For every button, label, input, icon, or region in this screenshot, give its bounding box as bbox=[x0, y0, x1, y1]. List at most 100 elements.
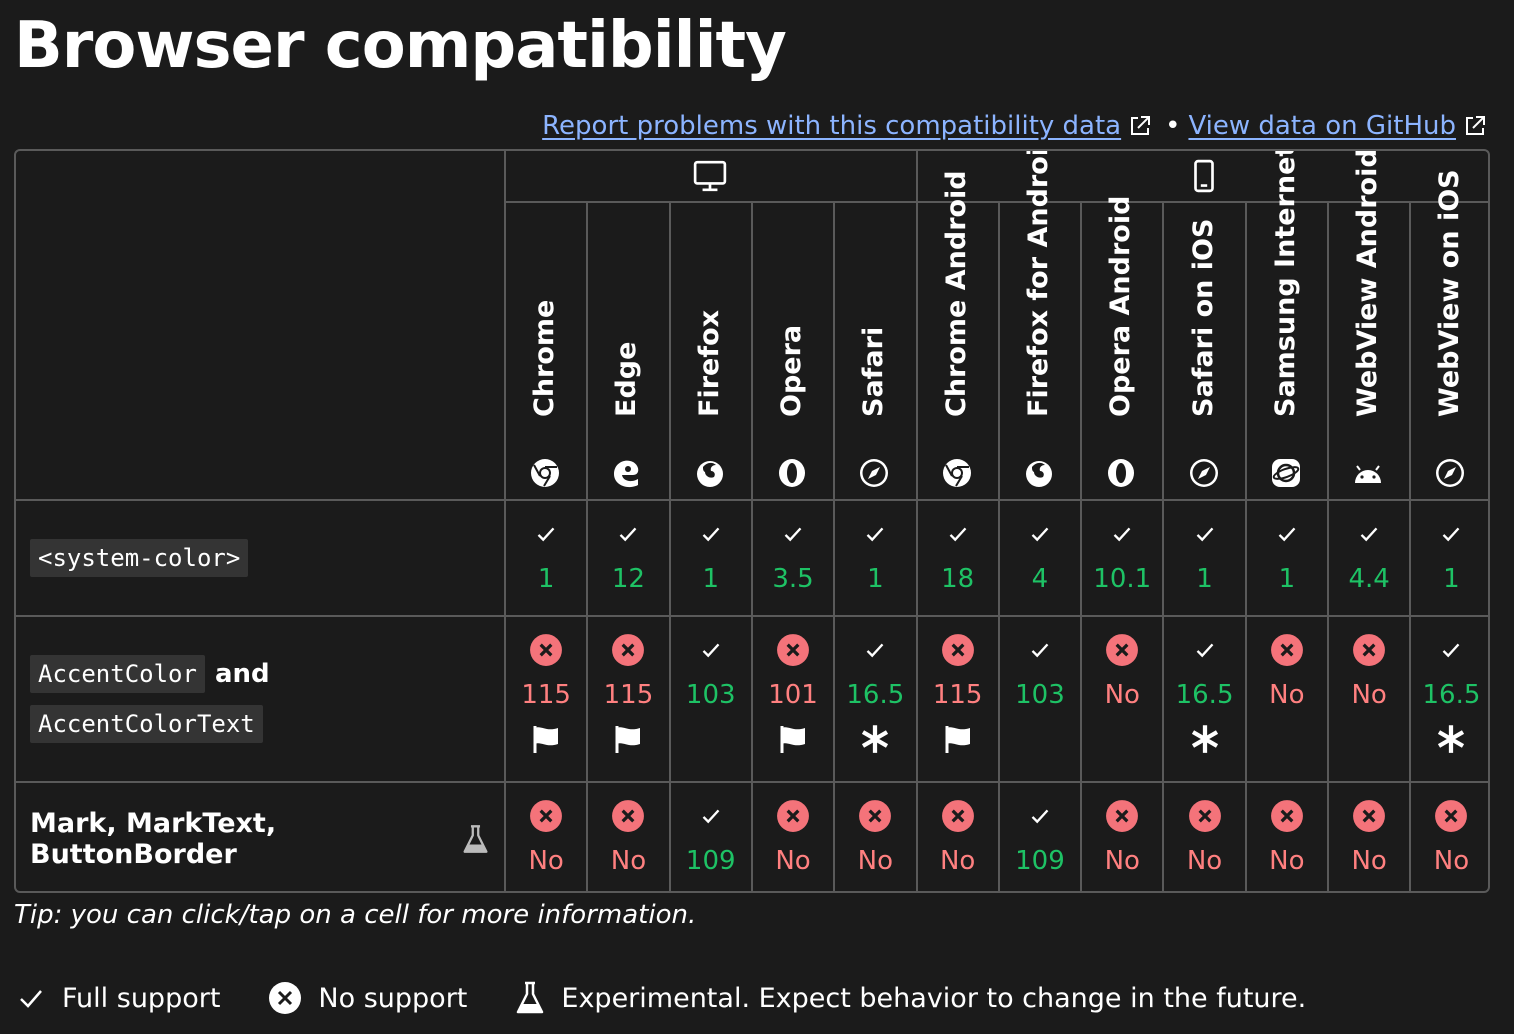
version-label: No bbox=[939, 846, 976, 876]
support-mark bbox=[1188, 800, 1222, 832]
support-cell[interactable]: 1 bbox=[835, 519, 915, 597]
no-support-icon bbox=[1353, 800, 1386, 832]
support-cell[interactable]: No bbox=[1164, 800, 1244, 879]
support-cell[interactable]: 115 bbox=[588, 634, 668, 759]
check-icon bbox=[1278, 527, 1296, 542]
opera-icon bbox=[779, 459, 806, 487]
support-cell[interactable]: No bbox=[588, 800, 668, 879]
browser-header: Edge bbox=[586, 203, 668, 499]
feature-label: Mark, MarkText, ButtonBorder bbox=[30, 808, 277, 870]
support-cell[interactable]: No bbox=[835, 800, 915, 879]
support-cell[interactable]: 10.1 bbox=[1082, 519, 1162, 597]
support-cell[interactable]: 1 bbox=[1411, 519, 1488, 597]
version-label: 109 bbox=[1015, 846, 1065, 876]
version-label: 18 bbox=[941, 564, 975, 594]
browser-name: Firefox for Android bbox=[1022, 149, 1054, 417]
version-label: No bbox=[1104, 846, 1140, 876]
support-mark bbox=[611, 800, 645, 832]
support-cell[interactable]: No bbox=[1411, 800, 1488, 879]
support-cell[interactable]: No bbox=[1082, 634, 1162, 713]
support-mark bbox=[611, 634, 645, 666]
support-cell[interactable]: 12 bbox=[588, 519, 668, 597]
support-cell[interactable]: 1 bbox=[1164, 519, 1244, 597]
row-divider bbox=[504, 201, 1488, 203]
support-mark bbox=[1025, 801, 1055, 831]
support-cell[interactable]: 109 bbox=[1000, 801, 1080, 879]
check-icon bbox=[702, 527, 720, 542]
support-mark bbox=[1354, 519, 1384, 549]
support-mark bbox=[1436, 519, 1466, 549]
column-divider bbox=[1409, 201, 1412, 891]
version-label: No bbox=[775, 846, 811, 876]
support-mark bbox=[529, 634, 563, 666]
note-indicator bbox=[858, 719, 892, 759]
flag-icon bbox=[780, 726, 806, 753]
browser-header: Opera bbox=[751, 203, 833, 499]
no-support-icon bbox=[1106, 800, 1139, 832]
support-cell[interactable]: No bbox=[1082, 800, 1162, 879]
support-mark bbox=[860, 519, 890, 549]
feature-name[interactable]: AccentColor and AccentColorText bbox=[30, 617, 490, 781]
support-cell[interactable]: No bbox=[918, 800, 998, 879]
browser-name: Samsung Internet bbox=[1269, 149, 1301, 417]
support-cell[interactable]: 16.5 bbox=[1164, 635, 1244, 759]
support-cell[interactable]: 16.5 bbox=[1411, 635, 1488, 759]
support-cell[interactable]: 109 bbox=[671, 801, 751, 879]
version-label: 109 bbox=[685, 846, 736, 876]
view-github-link[interactable]: View data on GitHub bbox=[1188, 111, 1456, 141]
support-cell[interactable]: 115 bbox=[506, 634, 586, 759]
support-mark bbox=[1270, 800, 1304, 832]
support-cell[interactable]: No bbox=[1329, 634, 1409, 713]
version-label: 10.1 bbox=[1093, 564, 1152, 594]
feature-name[interactable]: <system-color> bbox=[30, 501, 490, 615]
browser-name: Opera Android bbox=[1105, 195, 1137, 417]
no-support-icon bbox=[777, 800, 809, 832]
support-cell[interactable]: 4 bbox=[1000, 519, 1080, 597]
check-icon bbox=[1360, 527, 1378, 542]
no-support-icon bbox=[612, 634, 645, 666]
version-label: 16.5 bbox=[1422, 680, 1481, 710]
check-icon bbox=[537, 527, 555, 542]
support-mark bbox=[778, 519, 808, 549]
no-support-icon bbox=[269, 982, 302, 1014]
version-label: 16.5 bbox=[846, 680, 905, 710]
browser-header: Chrome Android bbox=[916, 170, 998, 499]
check-icon bbox=[866, 643, 884, 658]
support-cell[interactable]: No bbox=[506, 800, 586, 879]
browser-name: Safari on iOS bbox=[1187, 218, 1219, 417]
feature-line: AccentColorText bbox=[30, 705, 490, 743]
feature-name[interactable]: Mark, MarkText, ButtonBorder bbox=[30, 783, 490, 891]
support-cell[interactable]: 101 bbox=[753, 634, 833, 759]
support-cell[interactable]: No bbox=[753, 800, 833, 879]
version-label: No bbox=[610, 846, 647, 876]
check-icon bbox=[1031, 809, 1049, 824]
support-cell[interactable]: 1 bbox=[671, 519, 751, 597]
support-cell[interactable]: 103 bbox=[1000, 635, 1080, 713]
support-mark bbox=[941, 634, 975, 666]
no-support-icon bbox=[612, 800, 645, 832]
safari-icon bbox=[1436, 459, 1465, 487]
mobile-icon bbox=[1193, 159, 1214, 193]
safari-icon bbox=[1189, 459, 1218, 487]
report-problems-link[interactable]: Report problems with this compatibility … bbox=[542, 111, 1122, 141]
support-cell[interactable]: No bbox=[1247, 634, 1327, 713]
support-cell[interactable]: 115 bbox=[918, 634, 998, 759]
version-label: No bbox=[1269, 680, 1305, 710]
browser-header: Opera Android bbox=[1080, 196, 1162, 499]
support-cell[interactable]: No bbox=[1247, 800, 1327, 879]
compat-links: Report problems with this compatibility … bbox=[542, 108, 1492, 144]
support-cell[interactable]: 103 bbox=[671, 635, 751, 713]
feature-code: AccentColorText bbox=[30, 705, 263, 743]
support-cell[interactable]: No bbox=[1329, 800, 1409, 879]
firefox-icon bbox=[696, 461, 723, 487]
page-title: Browser compatibility bbox=[14, 9, 787, 83]
support-cell[interactable]: 18 bbox=[918, 519, 998, 597]
support-cell[interactable]: 1 bbox=[1247, 519, 1327, 597]
support-cell[interactable]: 1 bbox=[506, 519, 586, 597]
chrome-icon bbox=[531, 459, 560, 487]
browser-name: Safari bbox=[858, 326, 890, 417]
support-cell[interactable]: 4.4 bbox=[1329, 519, 1409, 597]
support-cell[interactable]: 16.5 bbox=[835, 635, 915, 759]
version-label: 115 bbox=[932, 680, 983, 710]
support-cell[interactable]: 3.5 bbox=[753, 519, 833, 597]
